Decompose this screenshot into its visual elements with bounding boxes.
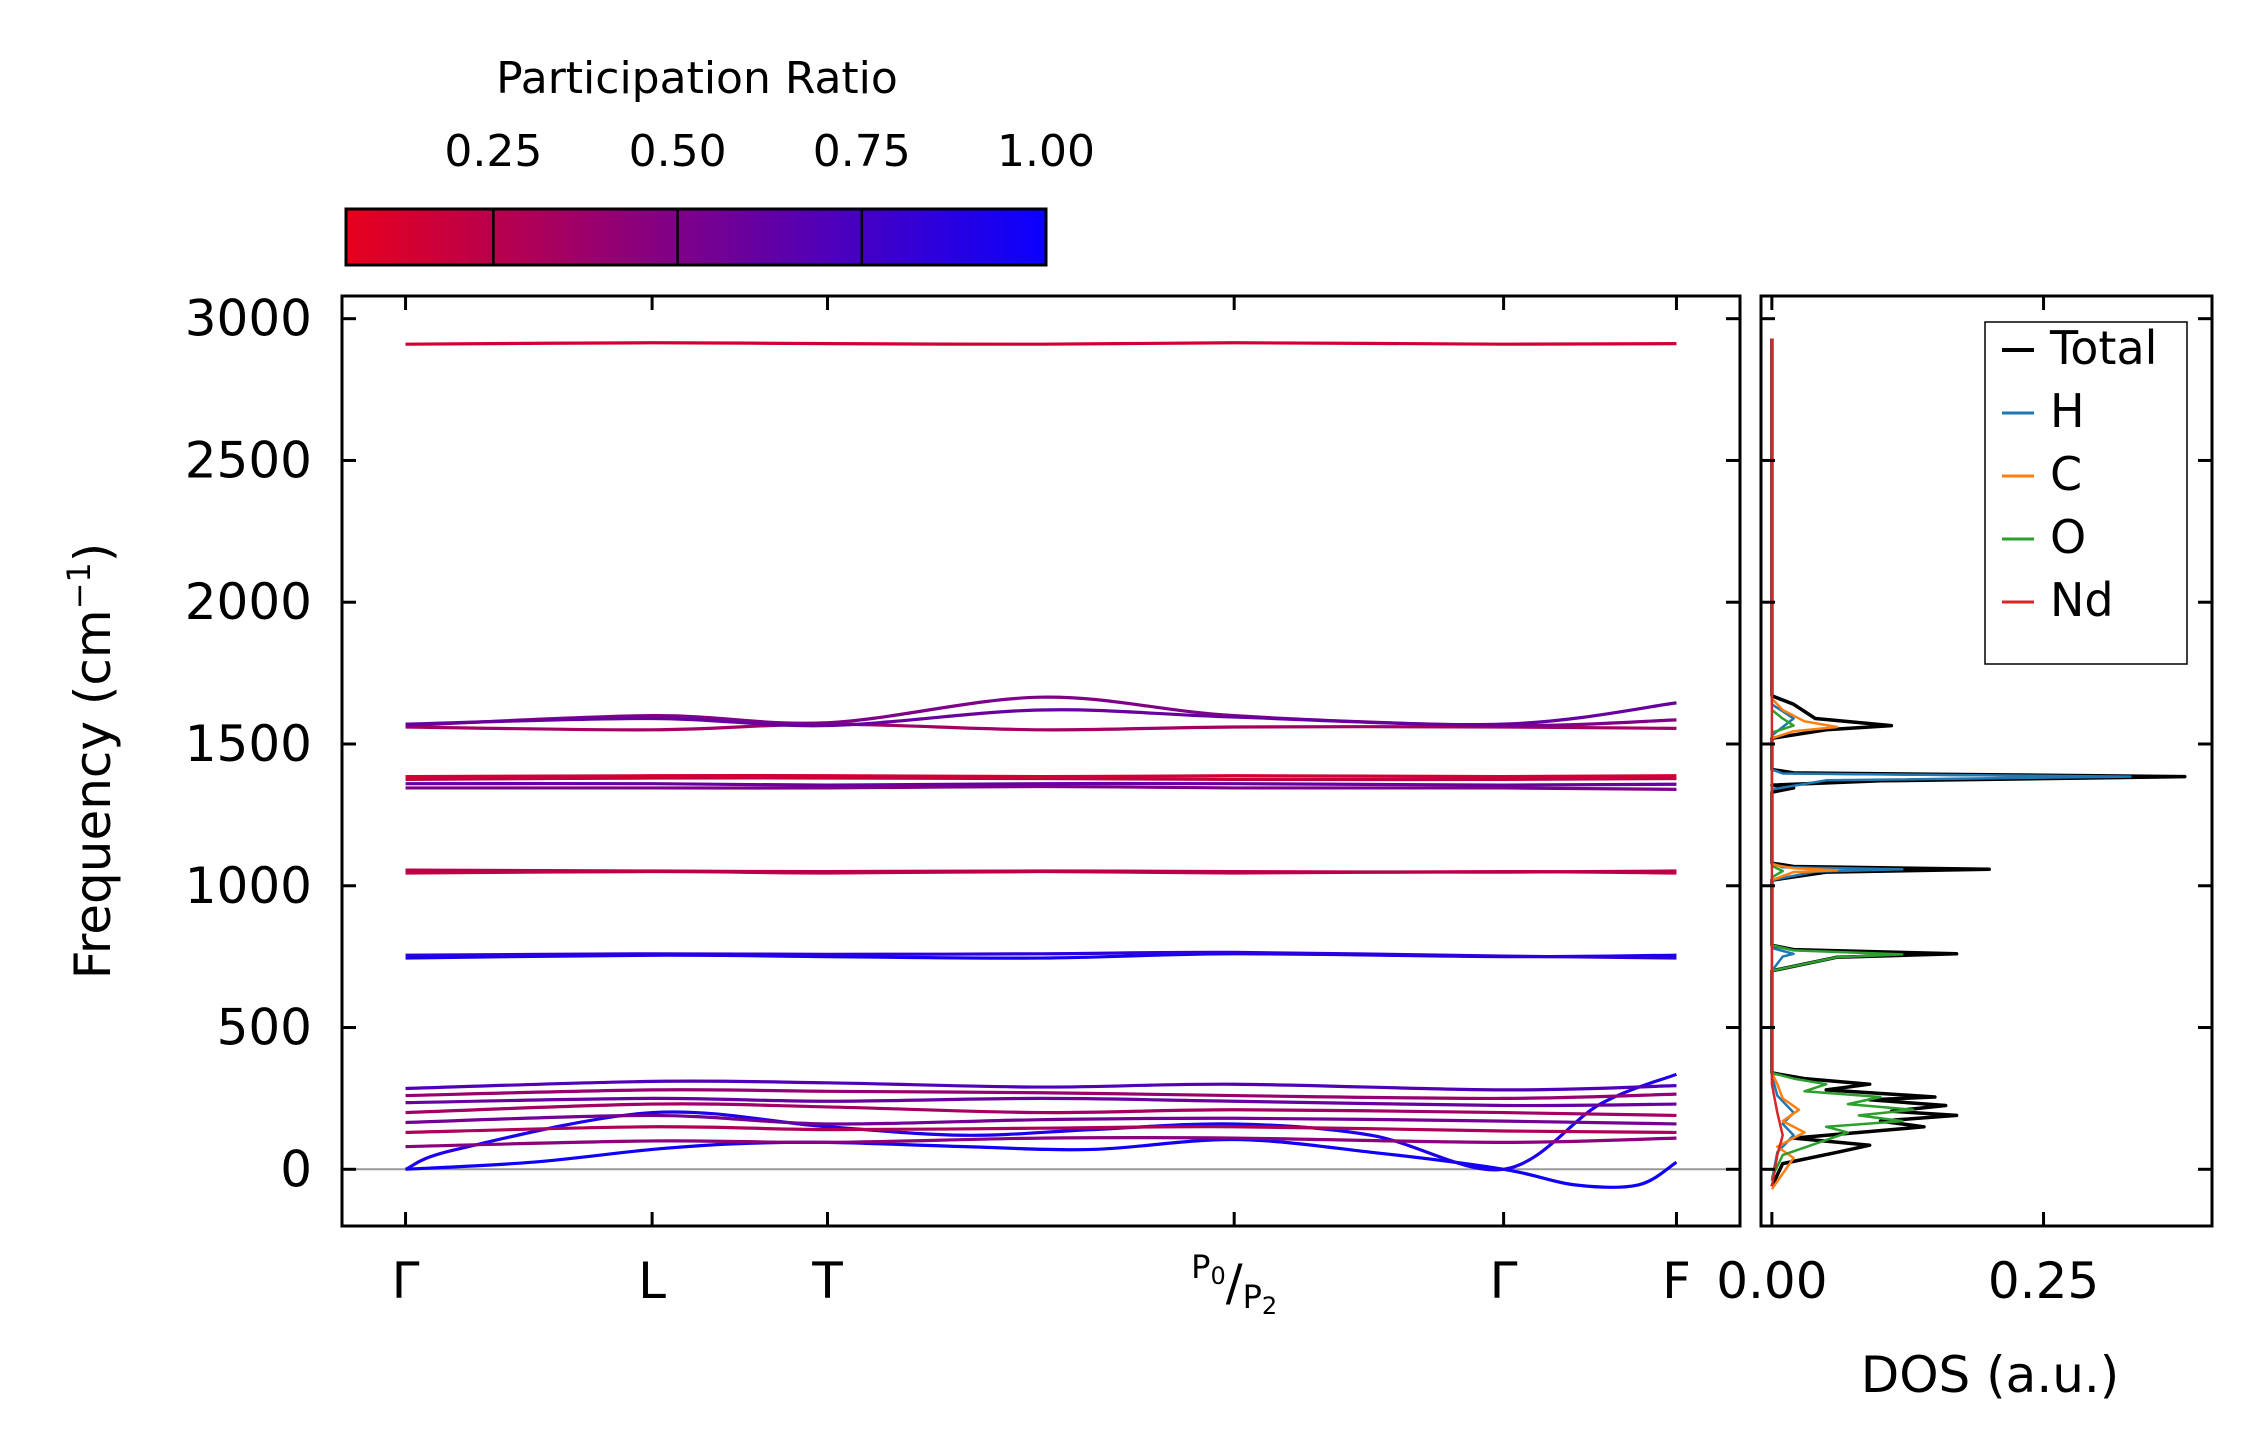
band-plot-frame: [340, 294, 1742, 1228]
colorbar-tick-label: 0.75: [813, 126, 911, 177]
y-tick-label: 3000: [185, 290, 312, 348]
k-label-slash: /: [1226, 1254, 1243, 1312]
phonon-band: [405, 1125, 1677, 1135]
k-label-p0-sub: 0: [1210, 1262, 1225, 1290]
legend-label-c: C: [2050, 447, 2082, 501]
phonon-band: [405, 784, 1677, 791]
phonon-band: [405, 774, 1677, 779]
phonon-band: [405, 1096, 1677, 1108]
legend-label-o: O: [2050, 510, 2086, 564]
dos-x-tick-label: 0.00: [1716, 1252, 1827, 1310]
y-tick-label: 0: [280, 1140, 312, 1198]
phonon-band: [405, 950, 1677, 960]
legend-frame: [1984, 321, 2188, 665]
colorbar-gradient: [344, 207, 1048, 267]
phonon-band: [405, 781, 1677, 787]
phonon-band: [405, 1135, 1677, 1149]
legend-label-nd: Nd: [2050, 573, 2114, 627]
colorbar-tick-label: 1.00: [997, 126, 1095, 177]
k-point-label: Γ: [1490, 1252, 1518, 1310]
y-tick-label: 500: [217, 999, 312, 1057]
k-point-label: F: [1662, 1252, 1691, 1310]
dos-legend: Total HCO Nd: [1984, 321, 2188, 665]
phonon-band: [405, 868, 1677, 874]
y-tick-label: 1000: [185, 857, 312, 915]
phonon-band: [405, 341, 1677, 346]
k-label-p2: P: [1243, 1278, 1262, 1316]
y-tick-label: 2500: [185, 431, 312, 489]
y-axis-label-main: Frequency (cm: [64, 609, 122, 979]
colorbar-title: Participation Ratio: [496, 53, 898, 104]
colorbar-tick-label: 0.25: [444, 126, 542, 177]
phonon-band: [405, 1113, 1677, 1126]
dos-x-tick-label: 0.25: [1988, 1252, 2099, 1310]
dos-panel: 0.00 0.25 DOS (a.u.) Total HCO Nd: [1716, 294, 2214, 1404]
k-point-label-p0-p2: P0/P2: [1191, 1248, 1277, 1320]
phonon-band: [405, 776, 1677, 782]
k-point-label: T: [811, 1252, 843, 1310]
colorbar: Participation Ratio 0.25 0.50 0.75 1.00: [344, 53, 1095, 267]
dos-plot-frame: [1759, 294, 2214, 1228]
dos-curve-nd: [1770, 338, 1784, 1187]
k-point-label: L: [638, 1252, 666, 1310]
y-tick-label: 2000: [185, 573, 312, 631]
legend-label-h: H: [2050, 384, 2085, 438]
phonon-band: [405, 1088, 1677, 1101]
phonon-band: [405, 701, 1677, 728]
k-point-label: Γ: [392, 1252, 420, 1310]
legend-label-total: Total: [2049, 321, 2157, 375]
y-axis-label-sup: −1: [60, 562, 98, 609]
phonon-band: [405, 1137, 1678, 1189]
phonon-band: [405, 1079, 1677, 1092]
dos-curve-c: [1770, 338, 1839, 1190]
k-label-p0: P: [1191, 1248, 1210, 1286]
y-axis-label-end: ): [64, 543, 122, 563]
dos-x-axis-label: DOS (a.u.): [1861, 1346, 2120, 1404]
y-axis-label: Frequency (cm−1): [60, 543, 122, 980]
colorbar-tick-label: 0.50: [629, 126, 727, 177]
dos-curve-o: [1770, 709, 1915, 1179]
y-tick-label: 1500: [185, 715, 312, 773]
phonon-band: [405, 1102, 1677, 1118]
k-label-p2-sub: 2: [1262, 1292, 1277, 1320]
